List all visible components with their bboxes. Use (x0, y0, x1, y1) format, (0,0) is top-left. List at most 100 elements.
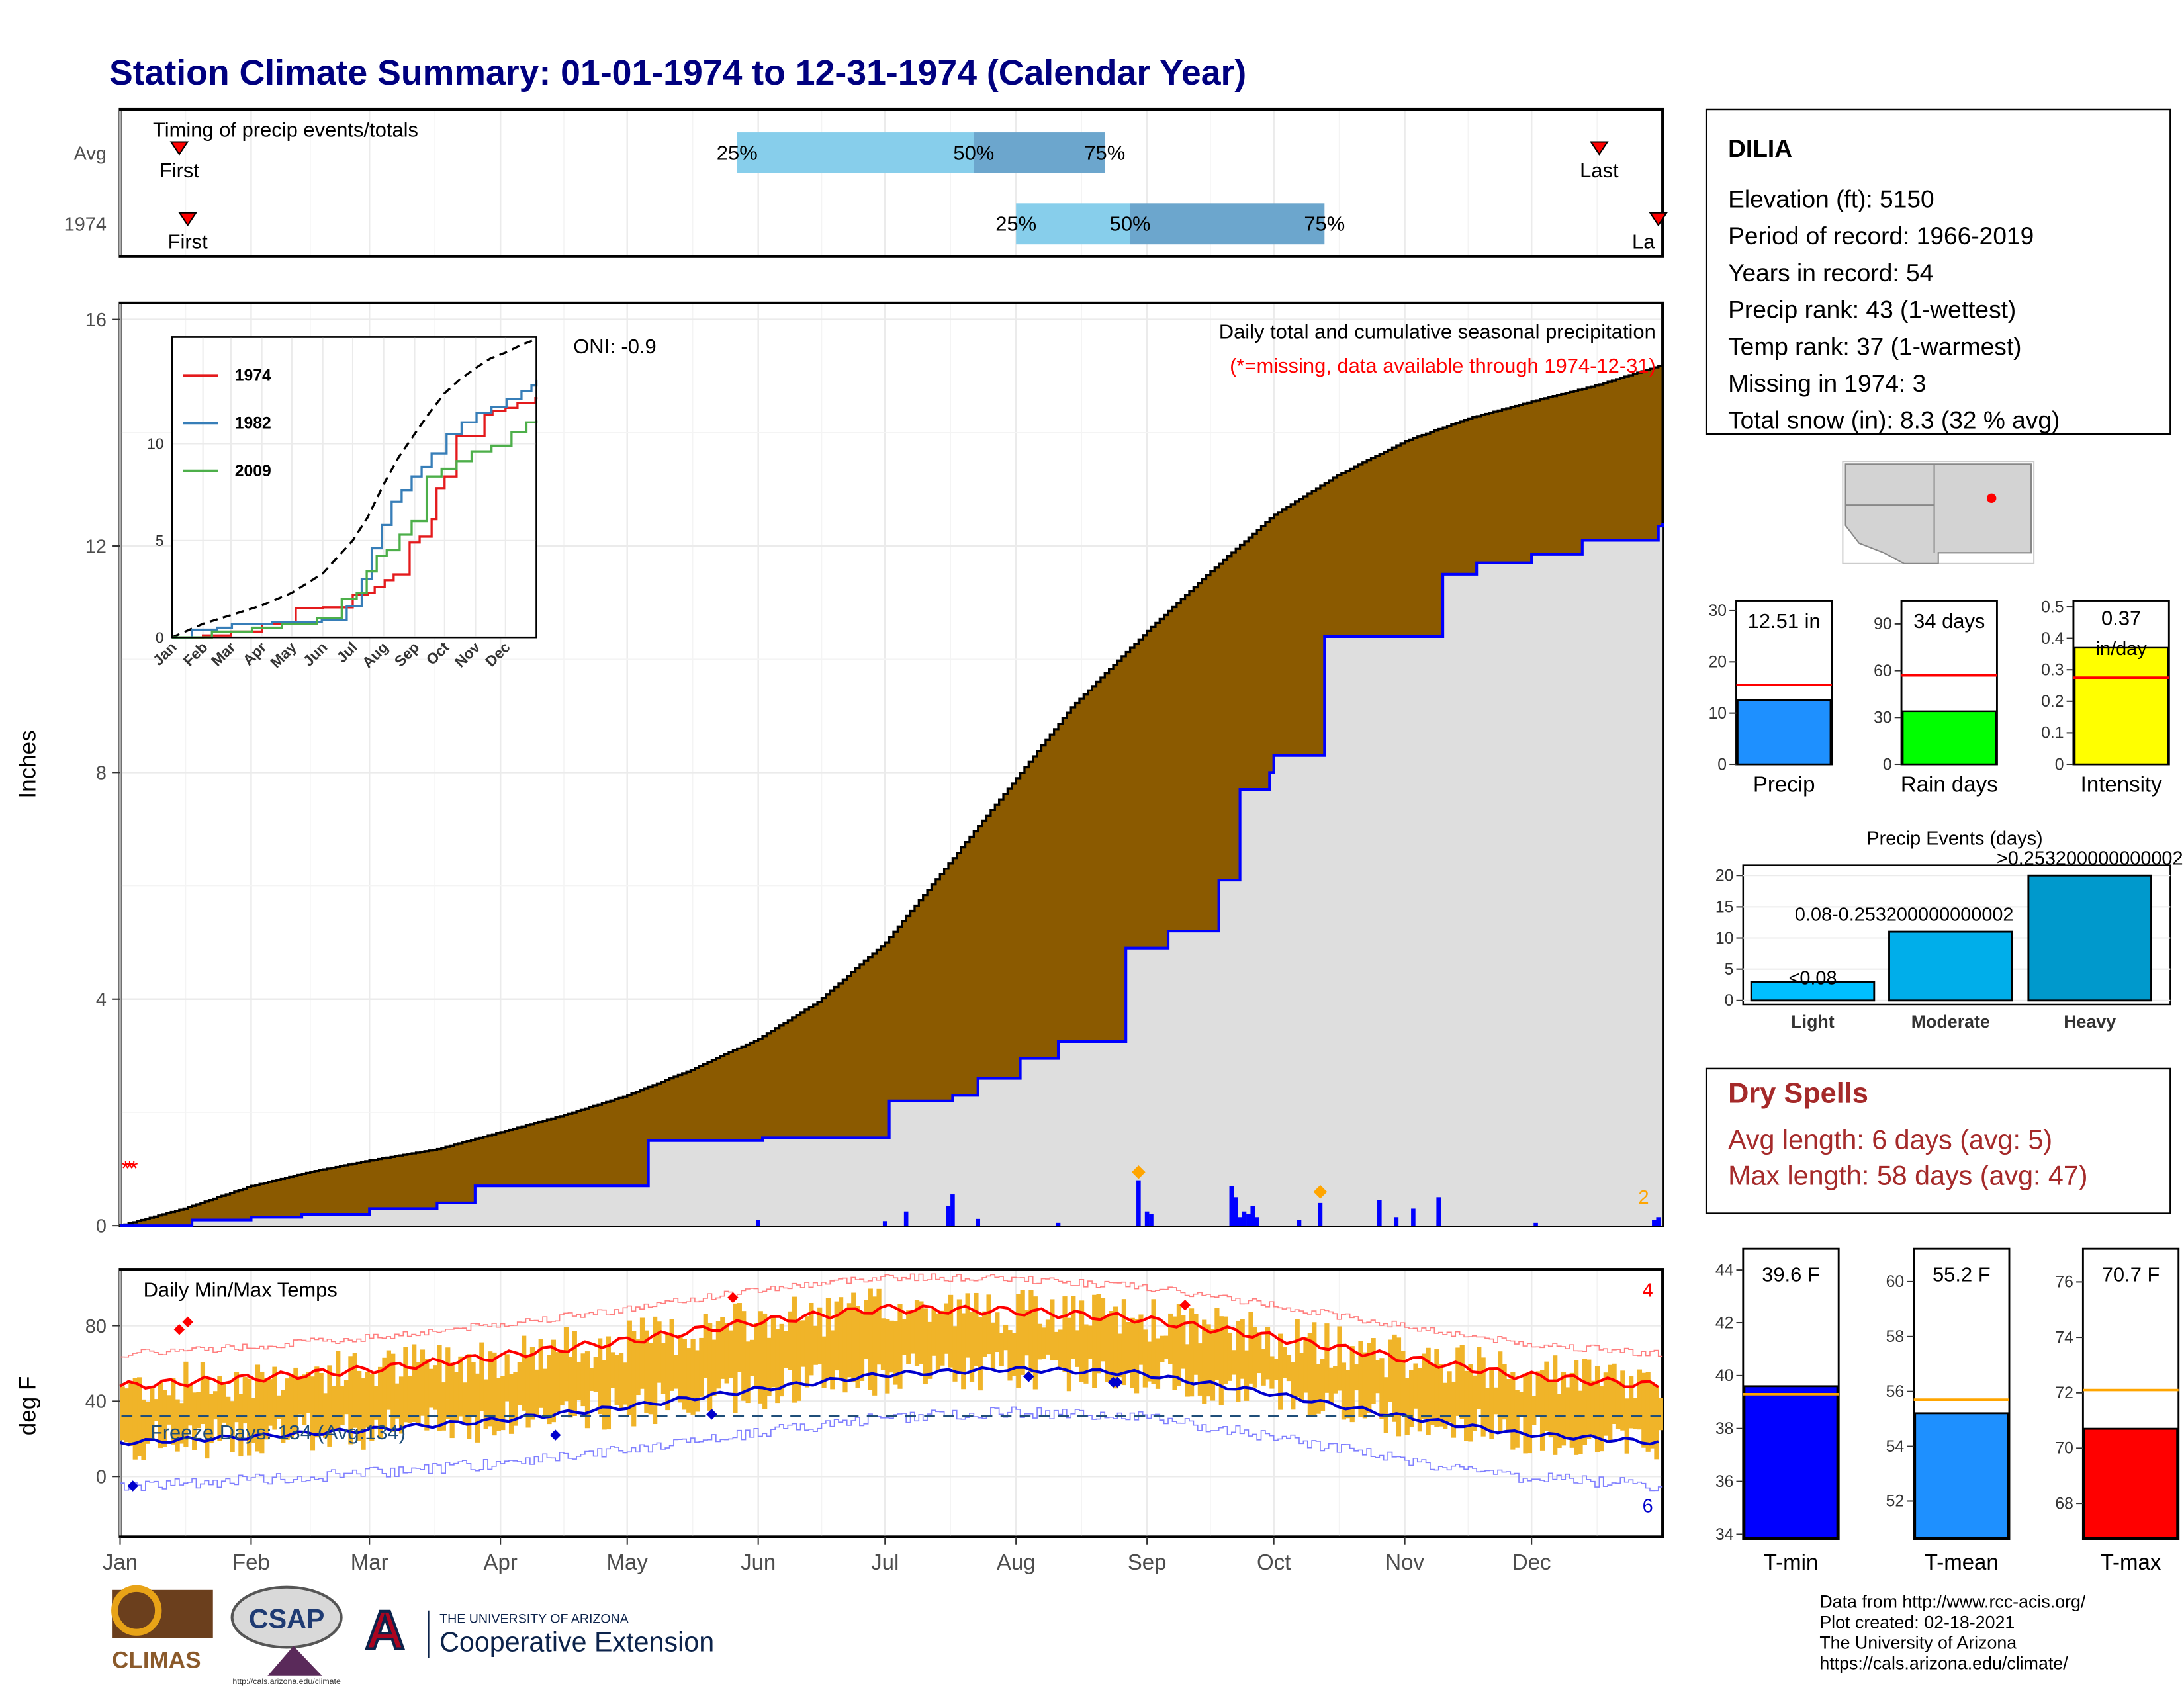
daily-temp-range-bar (555, 1352, 561, 1413)
daily-temp-range-bar (373, 1386, 379, 1420)
daily-temp-range-bar (889, 1320, 894, 1373)
inset-y-tick-0: 0 (156, 629, 164, 646)
missing-day-marker-0: * (121, 1156, 130, 1181)
daily-temp-range-bar (517, 1362, 522, 1405)
daily-precip-bar-5 (976, 1218, 981, 1226)
ua-logo-top-text: THE UNIVERSITY OF ARIZONA (439, 1611, 629, 1626)
record-low-marker-3 (1023, 1371, 1034, 1382)
daily-temp-range-bar (715, 1321, 721, 1389)
month-tick-Dec: Dec (1512, 1550, 1551, 1574)
station-line-period: Period of record: 1966-2019 (1728, 222, 2034, 249)
daily-temp-range-bar (868, 1288, 873, 1390)
daily-temp-range-bar (221, 1382, 226, 1423)
tstat-tick-1-1: 54 (1886, 1438, 1905, 1456)
daily-precip-bar-8 (1144, 1211, 1150, 1226)
daily-temp-range-bar (923, 1308, 928, 1385)
missing-day-marker-1: * (126, 1156, 134, 1181)
daily-temp-range-bar (1231, 1350, 1237, 1375)
daily-temp-range-bar (1434, 1349, 1439, 1427)
daily-temp-range-bar (483, 1379, 488, 1429)
footer-line-url: https://cals.arizona.edu/climate/ (1819, 1653, 2068, 1673)
csap-logo: CSAP http://cals.arizona.edu/climate (230, 1585, 343, 1686)
stat-tick-0-1: 10 (1709, 705, 1727, 723)
avg-min-temp-line (120, 1366, 1659, 1447)
daily-temp-range-bar (327, 1365, 332, 1447)
daily-precip-bar-17 (1297, 1220, 1302, 1226)
daily-temp-range-bar (842, 1310, 848, 1393)
daily-temp-range-bar (775, 1329, 780, 1404)
daily-temp-range-bar (602, 1360, 607, 1430)
timing-pct-label-0-1: 50% (953, 141, 994, 164)
station-line-precip-rank: Precip rank: 43 (1-wettest) (1728, 296, 2016, 324)
daily-temp-range-bar (293, 1367, 298, 1435)
daily-temp-range-bar (154, 1399, 159, 1421)
daily-temp-range-bar (1379, 1358, 1385, 1419)
daily-temp-range-bar (1037, 1323, 1042, 1360)
daily-temp-range-bar (513, 1372, 518, 1426)
ua-logo-a: A (365, 1600, 405, 1661)
precip-y-ticks: 0 4 8 12 16 (85, 310, 120, 1237)
daily-temp-range-bar (141, 1399, 146, 1460)
daily-temp-range-bar (1252, 1327, 1257, 1388)
ua-logo: A THE UNIVERSITY OF ARIZONA Cooperative … (364, 1598, 714, 1662)
daily-temp-range-bar (1240, 1319, 1245, 1379)
dry-title: Dry Spells (1728, 1078, 1868, 1110)
daily-temp-range-bar (259, 1372, 265, 1454)
timing-marks: 25% 50% 75% First Last 25% 50% 75% First La (159, 132, 1668, 253)
timing-pct-label-0-2: 75% (1084, 141, 1125, 164)
daily-temp-range-bar (352, 1353, 357, 1428)
daily-temp-range-bar (737, 1303, 742, 1372)
daily-temp-range-bar (357, 1370, 362, 1441)
daily-temp-range-bar (1459, 1345, 1465, 1419)
daily-temp-range-bar (179, 1403, 185, 1444)
daily-temp-range-bar (251, 1398, 256, 1443)
daily-temp-range-bar (1489, 1369, 1494, 1439)
inset-avg-line (171, 337, 537, 639)
daily-temp-range-bar (1050, 1299, 1055, 1360)
stat-tick-0-2: 20 (1709, 654, 1727, 672)
daily-temp-range-bar (522, 1335, 527, 1411)
temps-bottom-count: 6 (1643, 1495, 1653, 1517)
timing-last-label-1: La (1632, 230, 1655, 253)
precip-chart-title: Daily total and cumulative seasonal prec… (1219, 320, 1656, 343)
daily-temp-range-bar (297, 1376, 302, 1415)
daily-temp-range-bar (1557, 1394, 1562, 1448)
daily-temp-range-bar (682, 1339, 687, 1410)
stat-axis-label-0: Precip (1753, 772, 1815, 796)
daily-temp-range-bar (914, 1300, 920, 1366)
daily-temp-range-bar (690, 1339, 696, 1415)
daily-temp-range-bar (449, 1362, 455, 1439)
daily-temp-range-bar (720, 1317, 725, 1379)
temps-y-tick-2: 80 (85, 1316, 107, 1337)
stat-tick-0-0: 0 (1717, 756, 1727, 774)
daily-temp-range-bar (728, 1330, 734, 1378)
daily-precip-bar-6 (1056, 1222, 1061, 1226)
daily-temp-range-bar (1214, 1308, 1220, 1380)
daily-temp-range-bar (1176, 1304, 1182, 1386)
climas-logo: CLIMAS (111, 1585, 213, 1673)
record-min-line (120, 1406, 1663, 1492)
precip-marks: *** (120, 365, 1664, 1227)
daily-temp-range-bar (1472, 1375, 1477, 1431)
daily-temp-range-bar (1295, 1319, 1300, 1398)
daily-temp-range-bar (885, 1319, 890, 1394)
daily-temp-range-bar (416, 1362, 421, 1424)
daily-temp-range-bar (758, 1311, 763, 1404)
daily-temp-range-bar (508, 1374, 514, 1434)
daily-temp-range-bar (1151, 1299, 1156, 1384)
daily-temp-range-bar (192, 1392, 197, 1450)
daily-temp-range-bar (1603, 1372, 1608, 1436)
timing-bar-upper-1 (1130, 203, 1325, 245)
daily-temp-range-bar (200, 1362, 206, 1425)
timing-first-label-0: First (159, 159, 200, 182)
daily-temp-range-bar (488, 1351, 493, 1427)
daily-temp-range-bar (437, 1345, 442, 1431)
daily-precip-bar-26 (1656, 1217, 1661, 1226)
daily-temp-range-bar (1641, 1372, 1647, 1448)
daily-temp-range-bar (1569, 1372, 1574, 1448)
daily-temp-range-bar (1075, 1330, 1080, 1367)
daily-temp-range-bar (1236, 1320, 1241, 1402)
record-low-marker-2 (706, 1409, 717, 1420)
daily-temp-range-bar (631, 1331, 637, 1427)
